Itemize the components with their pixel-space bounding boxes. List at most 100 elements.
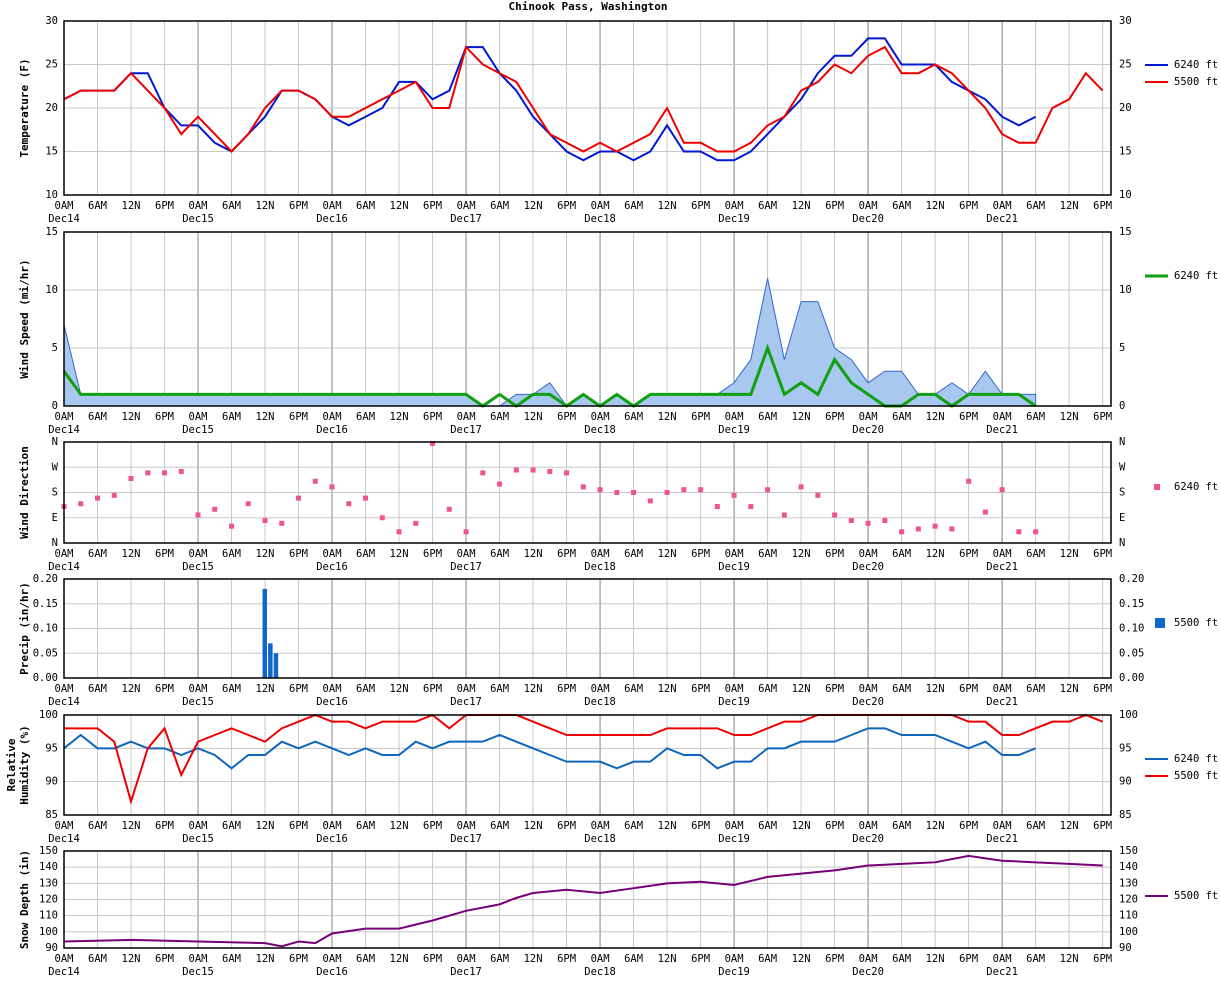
x-tick-label: 12N [1060, 200, 1079, 212]
y-tick-label: 110 [39, 910, 58, 922]
x-tick-label: 6PM [289, 820, 308, 832]
x-tick-label: 6AM [624, 953, 643, 965]
x-tick-label: 6PM [1093, 411, 1112, 423]
legend-label: 5500 ft [1174, 76, 1218, 88]
y-tick-label: 95 [45, 742, 58, 754]
y2-tick-label: 90 [1119, 942, 1132, 954]
y2-tick-label: 25 [1119, 59, 1132, 71]
data-point [865, 520, 871, 526]
gust-area [63, 278, 1037, 407]
y-tick-label: 90 [45, 942, 58, 954]
data-point [698, 487, 704, 493]
y-tick-label: 0.20 [33, 573, 58, 585]
x-tick-label: 12N [926, 953, 945, 965]
data-point [614, 490, 620, 495]
y-axis-label: Wind Speed (mi/hr) [18, 259, 31, 378]
x-tick-label: 6PM [557, 548, 576, 560]
x-tick-label: 0AM [457, 820, 476, 832]
x-tick-label: 12N [926, 200, 945, 212]
y2-tick-label: S [1119, 487, 1125, 499]
y2-tick-label: 20 [1119, 102, 1132, 114]
data-point [530, 467, 536, 473]
y-tick-label: 90 [45, 776, 58, 788]
x-tick-label: 6PM [959, 820, 978, 832]
x-tick-label: 6PM [289, 953, 308, 965]
x-tick-label: 6AM [892, 548, 911, 560]
plot-frame [63, 441, 1112, 544]
x-tick-label: 6PM [423, 953, 442, 965]
y-tick-label: 15 [45, 146, 58, 158]
x-tick-label: 6PM [423, 411, 442, 423]
y-tick-label: 0.00 [33, 672, 58, 684]
x-tick-label: 0AM [189, 411, 208, 423]
x-tick-label: 6PM [959, 200, 978, 212]
x-tick-label: 12N [658, 820, 677, 832]
data-point [329, 484, 335, 490]
date-label: Dec14 [48, 696, 80, 708]
x-tick-label: 12N [524, 548, 543, 560]
x-tick-label: 12N [390, 953, 409, 965]
data-point [999, 487, 1005, 493]
legend-label: 6240 ft [1174, 481, 1218, 493]
date-label: Dec21 [986, 424, 1018, 436]
x-tick-label: 12N [524, 820, 543, 832]
x-tick-label: 12N [122, 548, 141, 560]
x-tick-label: 12N [1060, 548, 1079, 560]
data-point [480, 470, 486, 476]
data-point [195, 512, 201, 518]
x-tick-label: 12N [926, 683, 945, 695]
x-tick-label: 12N [390, 683, 409, 695]
x-tick-label: 6PM [289, 683, 308, 695]
x-tick-label: 6AM [624, 683, 643, 695]
data-point [765, 487, 771, 493]
data-point [162, 470, 168, 476]
legend-label: 6240 ft [1174, 270, 1218, 282]
x-tick-label: 6AM [490, 683, 509, 695]
x-tick-label: 6AM [758, 820, 777, 832]
x-tick-label: 0AM [859, 548, 878, 560]
x-tick-label: 0AM [859, 683, 878, 695]
data-point [681, 487, 687, 493]
x-tick-label: 0AM [189, 820, 208, 832]
x-tick-label: 6AM [624, 548, 643, 560]
x-tick-label: 0AM [591, 548, 610, 560]
y-tick-label: 25 [45, 59, 58, 71]
y2-tick-label: 10 [1119, 189, 1132, 201]
data-line [63, 727, 1036, 770]
y2-tick-label: 140 [1119, 861, 1138, 873]
x-tick-label: 0AM [55, 683, 74, 695]
x-tick-label: 6PM [557, 411, 576, 423]
data-point [111, 492, 117, 498]
data-point [731, 492, 737, 498]
date-label: Dec14 [48, 966, 80, 978]
y2-tick-label: 120 [1119, 894, 1138, 906]
date-label: Dec20 [852, 966, 884, 978]
x-tick-label: 0AM [993, 200, 1012, 212]
date-label: Dec15 [182, 561, 214, 573]
x-tick-label: 0AM [591, 683, 610, 695]
data-point [966, 478, 972, 484]
data-point [564, 470, 570, 476]
plot-frame [63, 714, 1112, 816]
y2-tick-label: 150 [1119, 845, 1138, 857]
x-tick-label: 6PM [155, 548, 174, 560]
data-line [62, 343, 1037, 408]
x-tick-label: 0AM [323, 548, 342, 560]
y-tick-label: 130 [39, 877, 58, 889]
date-label: Dec17 [450, 833, 482, 845]
y-tick-label: 140 [39, 861, 58, 873]
data-point [312, 478, 318, 484]
x-tick-label: 0AM [725, 953, 744, 965]
bar [268, 643, 273, 678]
date-label: Dec21 [986, 561, 1018, 573]
y2-tick-label: 100 [1119, 926, 1138, 938]
x-tick-label: 6AM [490, 200, 509, 212]
x-tick-label: 6AM [892, 820, 911, 832]
y2-tick-label: 10 [1119, 284, 1132, 296]
date-label: Dec20 [852, 696, 884, 708]
y-axis-label: Temperature (F) [18, 58, 31, 157]
date-label: Dec21 [986, 833, 1018, 845]
x-tick-label: 0AM [591, 411, 610, 423]
